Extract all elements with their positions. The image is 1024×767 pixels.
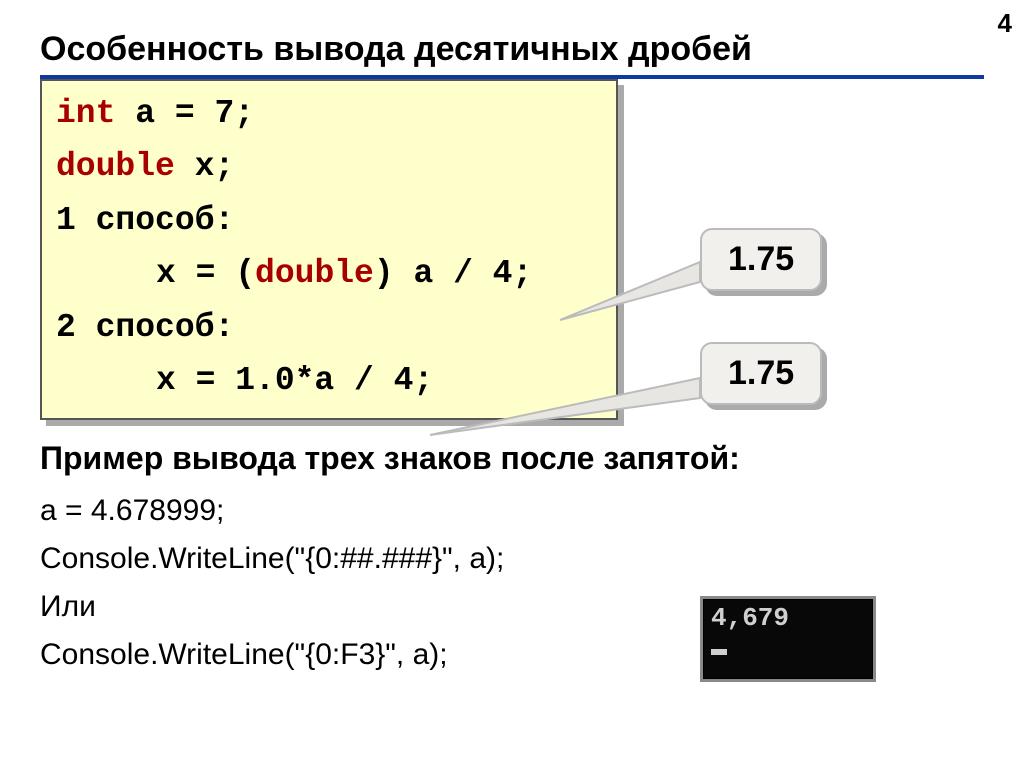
example-line: Или [40, 583, 680, 631]
example-block: a = 4.678999; Console.WriteLine("{0:##.#… [40, 487, 680, 679]
code-box: int a = 7; double x; 1 способ: x = (doub… [40, 79, 618, 420]
keyword: double [56, 148, 175, 185]
code-text: x; [175, 148, 234, 185]
code-line: int a = 7; [56, 87, 602, 140]
page-number: 4 [998, 8, 1012, 39]
example-line: Console.WriteLine("{0:##.###}", a); [40, 535, 680, 583]
code-line: x = (double) a / 4; [56, 247, 602, 300]
console-text: 4,679 [711, 603, 865, 633]
code-indent: x = 1.0*a / 4; [156, 354, 433, 407]
code-indent: x = (double) a / 4; [156, 247, 532, 300]
code-line: 1 способ: [56, 194, 602, 247]
callout-result-2: 1.75 [700, 342, 822, 405]
console-output: 4,679 [700, 596, 876, 682]
callout-result-1: 1.75 [700, 228, 822, 291]
slide: 4 Особенность вывода десятичных дробей i… [0, 0, 1024, 767]
example-line: Console.WriteLine("{0:F3}", a); [40, 631, 680, 679]
code-line: double x; [56, 140, 602, 193]
code-text: x = ( [156, 255, 255, 292]
console-cursor [711, 633, 865, 663]
subtitle: Пример вывода трех знаков после запятой: [40, 440, 984, 477]
keyword: int [56, 95, 115, 132]
code-text: a = 7; [115, 95, 254, 132]
keyword: double [255, 255, 374, 292]
code-line: x = 1.0*a / 4; [56, 354, 602, 407]
example-line: a = 4.678999; [40, 487, 680, 535]
page-title: Особенность вывода десятичных дробей [40, 30, 984, 69]
code-line: 2 способ: [56, 301, 602, 354]
code-text: ) a / 4; [374, 255, 532, 292]
